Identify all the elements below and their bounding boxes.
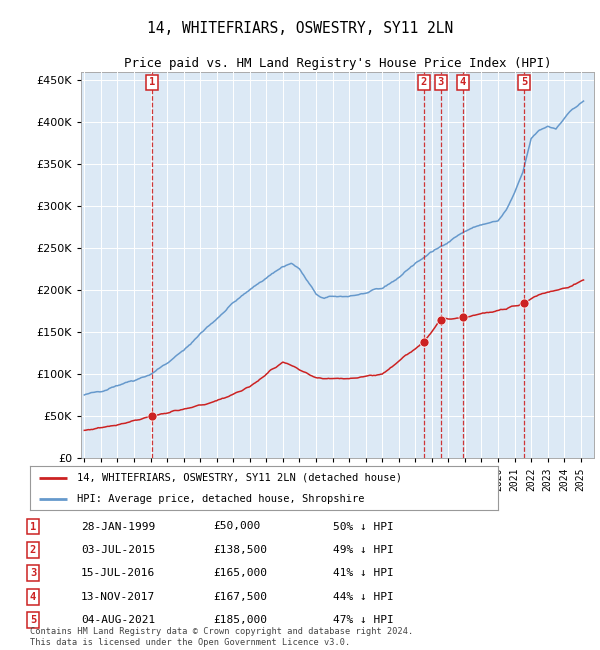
Text: 3: 3 (437, 77, 444, 88)
Text: £50,000: £50,000 (213, 521, 260, 532)
Text: 3: 3 (30, 568, 36, 578)
Text: 1: 1 (30, 521, 36, 532)
Text: 28-JAN-1999: 28-JAN-1999 (81, 521, 155, 532)
Text: 2: 2 (421, 77, 427, 88)
Title: Price paid vs. HM Land Registry's House Price Index (HPI): Price paid vs. HM Land Registry's House … (124, 57, 551, 70)
Text: Contains HM Land Registry data © Crown copyright and database right 2024.
This d: Contains HM Land Registry data © Crown c… (30, 627, 413, 647)
Text: 44% ↓ HPI: 44% ↓ HPI (333, 592, 394, 602)
Text: 1: 1 (149, 77, 155, 88)
Text: 4: 4 (460, 77, 466, 88)
Text: 41% ↓ HPI: 41% ↓ HPI (333, 568, 394, 578)
Text: £167,500: £167,500 (213, 592, 267, 602)
Text: HPI: Average price, detached house, Shropshire: HPI: Average price, detached house, Shro… (77, 494, 364, 504)
Text: 14, WHITEFRIARS, OSWESTRY, SY11 2LN (detached house): 14, WHITEFRIARS, OSWESTRY, SY11 2LN (det… (77, 473, 402, 483)
Text: 4: 4 (30, 592, 36, 602)
Text: £138,500: £138,500 (213, 545, 267, 555)
Text: 50% ↓ HPI: 50% ↓ HPI (333, 521, 394, 532)
Text: 03-JUL-2015: 03-JUL-2015 (81, 545, 155, 555)
Text: £185,000: £185,000 (213, 615, 267, 625)
Text: 5: 5 (30, 615, 36, 625)
Text: 49% ↓ HPI: 49% ↓ HPI (333, 545, 394, 555)
Text: 47% ↓ HPI: 47% ↓ HPI (333, 615, 394, 625)
Text: 04-AUG-2021: 04-AUG-2021 (81, 615, 155, 625)
Text: 5: 5 (521, 77, 527, 88)
Text: 14, WHITEFRIARS, OSWESTRY, SY11 2LN: 14, WHITEFRIARS, OSWESTRY, SY11 2LN (147, 21, 453, 36)
Text: 15-JUL-2016: 15-JUL-2016 (81, 568, 155, 578)
Text: £165,000: £165,000 (213, 568, 267, 578)
Text: 13-NOV-2017: 13-NOV-2017 (81, 592, 155, 602)
Text: 2: 2 (30, 545, 36, 555)
